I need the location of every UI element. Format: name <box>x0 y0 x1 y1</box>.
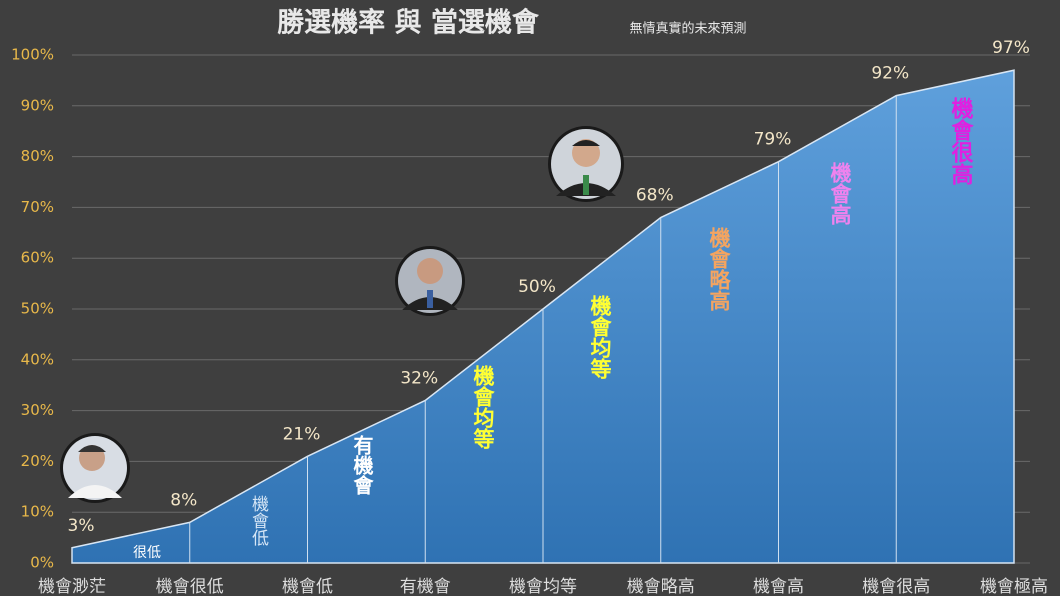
x-tick-label: 機會低 <box>282 577 333 596</box>
y-tick-label: 30% <box>21 401 54 419</box>
value-label: 50% <box>518 277 556 297</box>
x-tick-label: 機會略高 <box>627 577 695 596</box>
annotation: 很低 <box>133 545 161 561</box>
x-tick-label: 機會極高 <box>980 577 1048 596</box>
portrait <box>395 246 465 316</box>
value-label: 68% <box>636 186 674 206</box>
value-label: 97% <box>992 38 1030 58</box>
x-tick-label: 機會渺茫 <box>38 577 106 596</box>
x-tick-label: 機會很低 <box>156 577 224 596</box>
portrait <box>60 433 130 503</box>
y-tick-label: 60% <box>21 249 54 267</box>
chart-subtitle: 無情真實的未來預測 <box>629 21 746 37</box>
value-label: 32% <box>400 368 438 388</box>
y-tick-label: 20% <box>21 452 54 470</box>
y-tick-label: 90% <box>21 96 54 114</box>
value-label: 3% <box>68 516 95 536</box>
y-tick-label: 80% <box>21 147 54 165</box>
y-tick-label: 50% <box>21 300 54 318</box>
value-label: 8% <box>170 490 197 510</box>
y-tick-label: 10% <box>21 503 54 521</box>
y-tick-label: 40% <box>21 350 54 368</box>
annotation: 有機會 <box>350 434 374 496</box>
x-tick-label: 機會均等 <box>509 577 577 596</box>
value-label: 92% <box>871 64 909 84</box>
annotation: 機會均等 <box>588 294 612 379</box>
y-tick-label: 0% <box>30 554 54 572</box>
y-tick-label: 70% <box>21 198 54 216</box>
annotation: 機會略高 <box>707 226 731 311</box>
annotation: 機會高 <box>828 161 852 225</box>
value-label: 79% <box>754 130 792 150</box>
portrait <box>548 126 624 202</box>
y-tick-label: 100% <box>11 46 54 64</box>
annotation: 機會很高 <box>948 97 974 185</box>
x-tick-label: 機會很高 <box>862 577 930 596</box>
photos <box>60 126 624 503</box>
annotation: 機會低 <box>248 495 269 546</box>
x-tick-label: 機會高 <box>753 577 804 596</box>
x-tick-label: 有機會 <box>400 577 451 596</box>
annotation: 機會均等 <box>471 364 495 449</box>
value-label: 21% <box>283 424 321 444</box>
chart-title: 勝選機率 與 當選機會 <box>277 7 540 39</box>
